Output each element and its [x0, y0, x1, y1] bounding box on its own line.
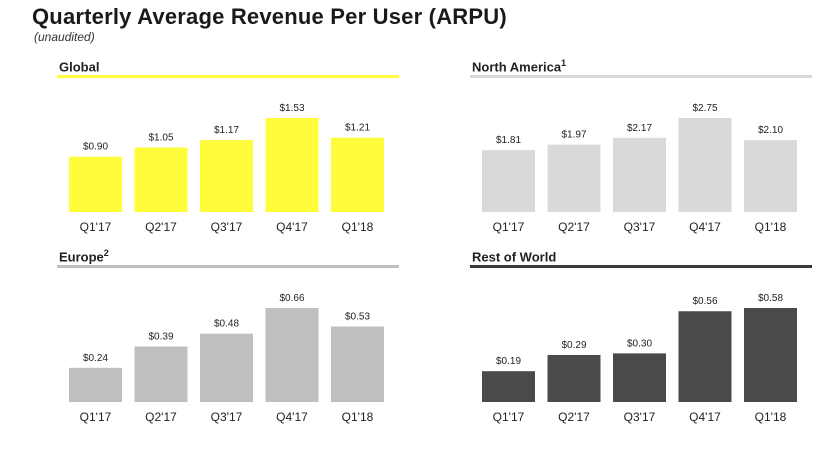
data-label: $1.05	[148, 132, 173, 143]
bar	[547, 144, 601, 212]
data-label: $0.56	[692, 296, 717, 307]
data-label: $0.30	[627, 338, 652, 349]
x-tick-label: Q3'17	[624, 410, 656, 424]
data-label: $0.19	[496, 356, 521, 367]
data-label: $0.29	[561, 340, 586, 351]
data-label: $1.53	[279, 103, 304, 114]
bar	[613, 137, 666, 212]
bar	[200, 333, 253, 402]
x-tick-label: Q2'17	[558, 410, 590, 424]
data-label: $2.75	[692, 103, 717, 114]
x-tick-label: Q1'17	[493, 410, 525, 424]
page-title: Quarterly Average Revenue Per User (ARPU…	[32, 4, 507, 29]
x-tick-label: Q1'17	[80, 410, 112, 424]
x-tick-label: Q2'17	[145, 410, 177, 424]
chart-title: North America1	[472, 58, 567, 75]
bar-chart-north-america: $1.81 Q1'17 $1.97 Q2'17 $2.17 Q3'17 $2.75 Q4'17…	[482, 103, 797, 234]
data-label: $2.17	[627, 123, 652, 134]
bar-chart-global: $0.90 Q1'17 $1.05 Q2'17 $1.17 Q3'17 $1.53 Q4'17…	[69, 103, 384, 234]
bar	[482, 371, 535, 402]
data-label: $1.97	[561, 130, 586, 141]
data-label: $0.66	[279, 293, 304, 304]
bar	[265, 118, 319, 212]
bar	[678, 311, 732, 402]
data-label: $0.58	[758, 293, 783, 304]
chart-title: Rest of World	[472, 249, 557, 265]
data-label: $2.10	[758, 125, 783, 136]
bar	[134, 346, 188, 402]
data-label: $0.24	[83, 353, 108, 364]
bar	[482, 150, 535, 212]
x-tick-label: Q1'18	[342, 410, 374, 424]
bar-chart-europe: $0.24 Q1'17 $0.39 Q2'17 $0.48 Q3'17 $0.66 Q4'17…	[69, 293, 384, 424]
bar	[331, 326, 384, 402]
data-label: $0.39	[148, 331, 173, 342]
x-tick-label: Q1'18	[342, 220, 374, 234]
x-tick-label: Q4'17	[689, 410, 721, 424]
chart-title: Europe2	[59, 248, 109, 265]
chart-title-rule	[470, 75, 812, 78]
bar	[200, 140, 253, 212]
data-label: $1.17	[214, 125, 239, 136]
bar	[265, 308, 319, 402]
bar	[134, 147, 188, 212]
bar	[678, 118, 732, 212]
data-label: $0.53	[345, 312, 370, 323]
data-label: $1.21	[345, 123, 370, 134]
bar	[744, 140, 797, 212]
bar	[547, 355, 601, 402]
x-tick-label: Q4'17	[276, 410, 308, 424]
x-tick-label: Q4'17	[689, 220, 721, 234]
chart-title-rule	[57, 75, 399, 78]
x-tick-label: Q2'17	[558, 220, 590, 234]
chart-title-rule	[470, 265, 812, 268]
chart-title-rule	[57, 265, 399, 268]
bar	[331, 137, 384, 212]
x-tick-label: Q3'17	[624, 220, 656, 234]
bar	[613, 353, 666, 402]
x-tick-label: Q4'17	[276, 220, 308, 234]
x-tick-label: Q2'17	[145, 220, 177, 234]
bar-chart-rest-of-world: $0.19 Q1'17 $0.29 Q2'17 $0.30 Q3'17 $0.56 Q4'17…	[482, 293, 797, 424]
bar	[69, 367, 122, 402]
chart-title: Global	[59, 59, 100, 75]
x-tick-label: Q3'17	[211, 220, 243, 234]
bar	[744, 308, 797, 402]
data-label: $0.48	[214, 319, 239, 330]
data-label: $1.81	[496, 135, 521, 146]
bar	[69, 156, 122, 212]
x-tick-label: Q1'17	[80, 220, 112, 234]
chart-panel-rest-of-world: Rest of World $0.19 Q1'17 $0.29 Q2'17 $0.30 Q…	[470, 248, 812, 438]
chart-panel-europe: Europe2 $0.24 Q1'17 $0.39 Q2'17 $0.48 Q3'17 $0…	[57, 248, 399, 438]
x-tick-label: Q1'18	[755, 410, 787, 424]
x-tick-label: Q1'17	[493, 220, 525, 234]
chart-panel-north-america: North America1 $1.81 Q1'17 $1.97 Q2'17 $2.17…	[470, 58, 812, 248]
data-label: $0.90	[83, 142, 108, 153]
page-subtitle: (unaudited)	[34, 30, 95, 44]
chart-panel-global: Global $0.90 Q1'17 $1.05 Q2'17 $1.17 Q3'17 $1.…	[57, 58, 399, 248]
x-tick-label: Q1'18	[755, 220, 787, 234]
x-tick-label: Q3'17	[211, 410, 243, 424]
